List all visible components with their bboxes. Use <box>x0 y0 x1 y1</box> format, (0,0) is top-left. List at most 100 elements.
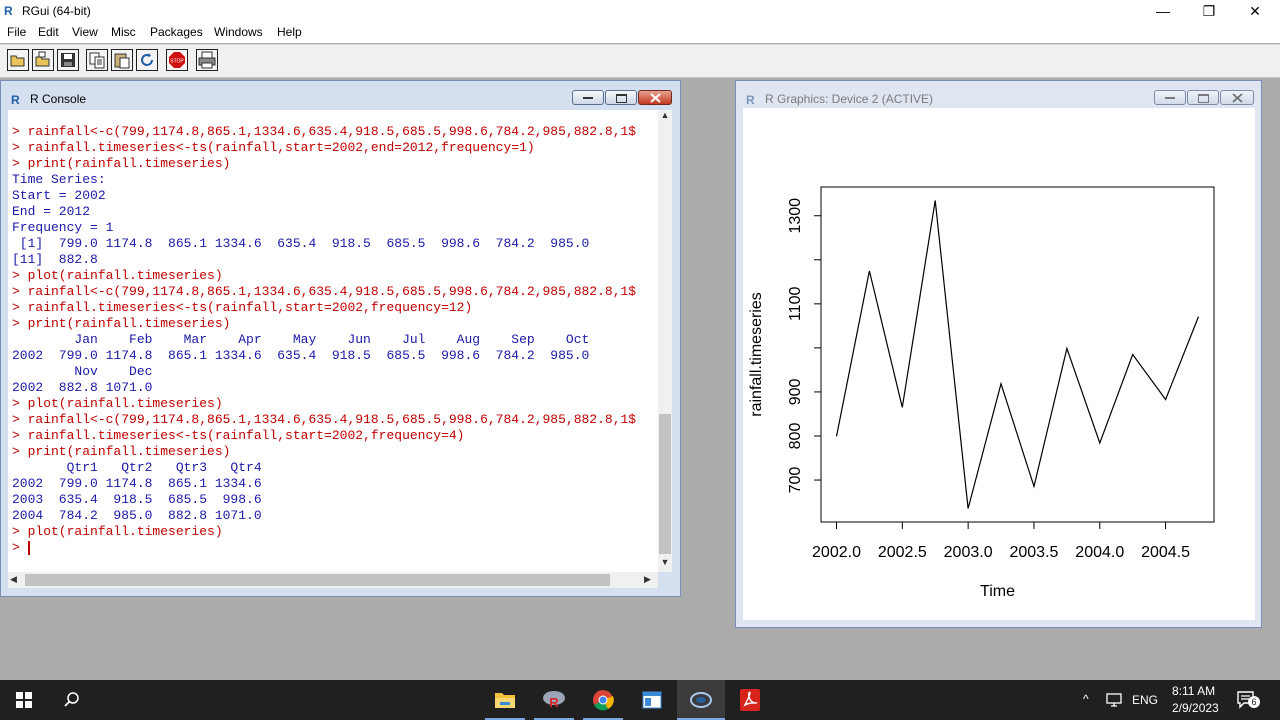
windows-start-icon[interactable] <box>0 680 48 720</box>
menu-bar: File Edit View Misc Packages Windows Hel… <box>0 23 1280 43</box>
graphics-close-button[interactable] <box>1220 90 1254 105</box>
console-command-line: > rainfall.timeseries<-ts(rainfall,start… <box>12 140 535 155</box>
notification-badge: 6 <box>1248 696 1260 708</box>
restore-button[interactable]: ❐ <box>1202 3 1216 19</box>
console-output-line: Frequency = 1 <box>12 220 114 235</box>
y-tick-label: 800 <box>787 423 804 450</box>
chrome-icon[interactable] <box>579 680 627 720</box>
x-tick-label: 2003.5 <box>1009 544 1058 561</box>
close-button[interactable]: ✕ <box>1249 3 1261 19</box>
console-output-line: Time Series: <box>12 172 106 187</box>
network-icon[interactable] <box>1106 692 1124 713</box>
stop-label: STOP <box>170 59 184 65</box>
x-tick-label: 2002.5 <box>878 544 927 561</box>
console-output-line: 2002 799.0 1174.8 865.1 1334.6 <box>12 476 262 491</box>
x-tick-label: 2004.0 <box>1075 544 1124 561</box>
text-cursor <box>28 541 30 555</box>
language-indicator[interactable]: ENG <box>1132 693 1159 707</box>
app-window-icon[interactable] <box>628 680 676 720</box>
horizontal-scroll-thumb[interactable] <box>25 574 610 586</box>
console-output-line: [1] 799.0 1174.8 865.1 1334.6 635.4 918.… <box>12 236 590 251</box>
console-command-line: > plot(rainfall.timeseries) <box>12 524 223 539</box>
menu-misc[interactable]: Misc <box>111 25 136 39</box>
horizontal-scrollbar[interactable]: ◀ ▶ <box>8 572 658 588</box>
y-axis-label: rainfall.timeseries <box>748 292 765 416</box>
r-logo-icon: R <box>11 93 20 107</box>
console-command-line: > print(rainfall.timeseries) <box>12 444 231 459</box>
search-icon[interactable] <box>48 680 96 720</box>
console-output-line: Jan Feb Mar Apr May Jun Jul Aug Sep Oct <box>12 332 590 347</box>
console-output[interactable]: > rainfall<-c(799,1174.8,865.1,1334.6,63… <box>8 110 658 572</box>
console-output-line: 2004 784.2 985.0 882.8 1071.0 <box>12 508 262 523</box>
y-tick-label: 1300 <box>787 198 804 234</box>
x-axis-label: Time <box>980 583 1015 600</box>
r-logo-icon: R <box>4 4 13 18</box>
file-explorer-icon[interactable] <box>481 680 529 720</box>
acrobat-icon[interactable] <box>726 680 774 720</box>
console-close-button[interactable] <box>638 90 672 105</box>
load-workspace-icon[interactable] <box>32 49 54 71</box>
console-command-line: > plot(rainfall.timeseries) <box>12 268 223 283</box>
save-icon[interactable] <box>57 49 79 71</box>
console-command-line: > rainfall<-c(799,1174.8,865.1,1334.6,63… <box>12 124 637 139</box>
r-logo-icon: R <box>746 93 755 107</box>
console-command-line: > plot(rainfall.timeseries) <box>12 396 223 411</box>
menu-help[interactable]: Help <box>277 25 302 39</box>
scroll-left-icon[interactable]: ◀ <box>10 574 17 584</box>
refresh-icon[interactable] <box>136 49 158 71</box>
copy-icon[interactable] <box>86 49 108 71</box>
chevron-up-icon[interactable]: ^ <box>1083 692 1089 706</box>
toolbar: STOP <box>0 44 1280 78</box>
console-title: R Console <box>30 92 87 106</box>
console-command-line: > rainfall.timeseries<-ts(rainfall,start… <box>12 300 473 315</box>
open-script-icon[interactable] <box>7 49 29 71</box>
clock-time[interactable]: 8:11 AM <box>1172 684 1216 698</box>
series-line <box>835 200 1200 509</box>
vertical-scrollbar[interactable]: ▲ ▼ <box>658 110 672 572</box>
graphics-restore-button[interactable] <box>1187 90 1219 105</box>
y-tick-label: 700 <box>787 467 804 494</box>
console-output-line: Qtr1 Qtr2 Qtr3 Qtr4 <box>12 460 262 475</box>
stop-icon[interactable]: STOP <box>166 49 188 71</box>
menu-packages[interactable]: Packages <box>150 25 203 39</box>
time-series-plot: 2002.0 2002.5 2003.0 2003.5 2004.0 2004.5 700 8… <box>748 186 1215 600</box>
y-tick-label: 900 <box>787 378 804 405</box>
vertical-scroll-thumb[interactable] <box>659 414 671 554</box>
taskbar: R ^ ENG 8:11 AM 2/9/2023 6 <box>0 680 1280 720</box>
console-command-line: > rainfall<-c(799,1174.8,865.1,1334.6,63… <box>12 284 637 299</box>
graphics-minimize-button[interactable] <box>1154 90 1186 105</box>
clock-date[interactable]: 2/9/2023 <box>1172 701 1219 715</box>
app-title: RGui (64-bit) <box>22 4 91 18</box>
x-tick-label: 2004.5 <box>1141 544 1190 561</box>
menu-windows[interactable]: Windows <box>214 25 263 39</box>
r-app-icon[interactable]: R <box>530 680 578 720</box>
plot-frame <box>820 186 1215 523</box>
paste-icon[interactable] <box>111 49 133 71</box>
console-output-line: 2003 635.4 918.5 685.5 998.6 <box>12 492 262 507</box>
print-icon[interactable] <box>196 49 218 71</box>
console-output-line: Start = 2002 <box>12 188 106 203</box>
console-output-line: 2002 882.8 1071.0 <box>12 380 153 395</box>
scroll-down-icon[interactable]: ▼ <box>660 557 670 567</box>
menu-edit[interactable]: Edit <box>38 25 59 39</box>
console-command-line: > <box>12 540 28 555</box>
console-command-line: > print(rainfall.timeseries) <box>12 156 231 171</box>
console-command-line: > print(rainfall.timeseries) <box>12 316 231 331</box>
notification-icon[interactable]: 6 <box>1236 690 1260 715</box>
x-tick-label: 2002.0 <box>812 544 861 561</box>
console-output-line: Nov Dec <box>12 364 153 379</box>
console-output-line: [11] 882.8 <box>12 252 98 267</box>
console-command-line: > rainfall<-c(799,1174.8,865.1,1334.6,63… <box>12 412 637 427</box>
scroll-right-icon[interactable]: ▶ <box>644 574 651 584</box>
console-restore-button[interactable] <box>605 90 637 105</box>
menu-view[interactable]: View <box>72 25 98 39</box>
minimize-button[interactable]: — <box>1156 3 1170 19</box>
cortana-icon[interactable] <box>677 680 725 720</box>
app-title-bar: R RGui (64-bit) — ❐ ✕ <box>0 0 1280 23</box>
scroll-up-icon[interactable]: ▲ <box>660 110 670 120</box>
console-output-line: 2002 799.0 1174.8 865.1 1334.6 635.4 918… <box>12 348 590 363</box>
console-minimize-button[interactable] <box>572 90 604 105</box>
graphics-title: R Graphics: Device 2 (ACTIVE) <box>765 92 934 106</box>
y-tick-label: 1100 <box>787 287 804 322</box>
menu-file[interactable]: File <box>7 25 27 39</box>
